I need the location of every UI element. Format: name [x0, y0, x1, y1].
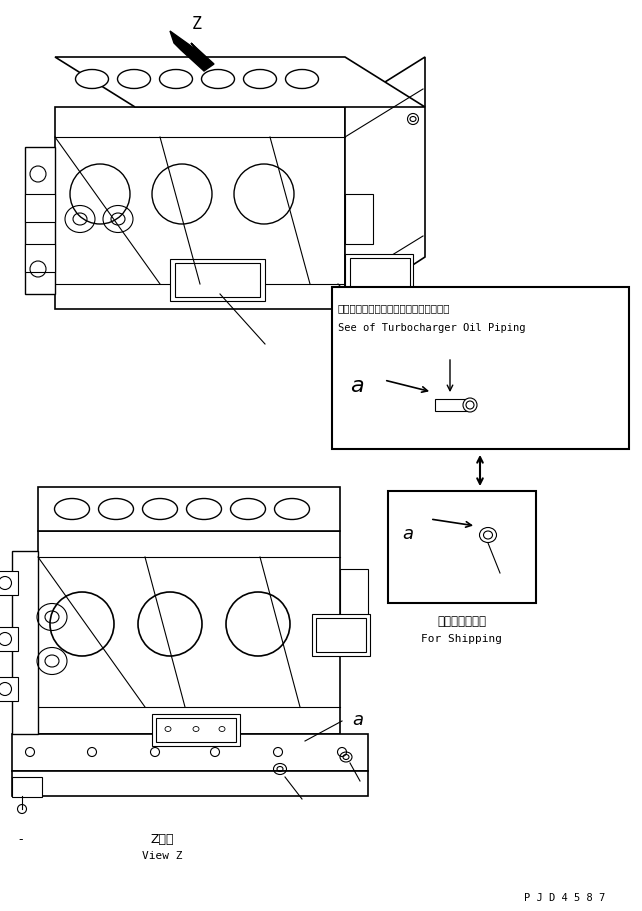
- Ellipse shape: [480, 527, 496, 543]
- Text: a: a: [352, 711, 363, 728]
- Ellipse shape: [234, 165, 294, 225]
- Bar: [12, 777, 42, 797]
- Ellipse shape: [55, 499, 89, 520]
- Bar: [12, 771, 368, 796]
- Bar: [0, 628, 18, 651]
- Text: P J D 4 5 8 7: P J D 4 5 8 7: [525, 892, 605, 902]
- Bar: [316, 619, 366, 652]
- Ellipse shape: [275, 499, 309, 520]
- Bar: [152, 714, 240, 746]
- Text: See of Turbocharger Oil Piping: See of Turbocharger Oil Piping: [338, 322, 526, 333]
- Polygon shape: [12, 551, 38, 734]
- Text: 連　携　部　品: 連 携 部 品: [437, 615, 487, 628]
- Polygon shape: [170, 32, 214, 72]
- Ellipse shape: [226, 592, 290, 656]
- Bar: [0, 677, 18, 701]
- Text: View Z: View Z: [142, 850, 182, 860]
- Polygon shape: [55, 107, 345, 310]
- Polygon shape: [345, 58, 425, 310]
- Text: -: -: [18, 833, 22, 845]
- Ellipse shape: [117, 70, 150, 89]
- Polygon shape: [38, 487, 340, 531]
- Ellipse shape: [466, 402, 474, 410]
- Bar: [340, 569, 368, 619]
- Text: ターボチャージャオイルパイピング参照: ターボチャージャオイルパイピング参照: [338, 302, 451, 312]
- Bar: [435, 400, 467, 412]
- Text: For Shipping: For Shipping: [422, 633, 503, 643]
- Polygon shape: [25, 148, 55, 294]
- Bar: [175, 263, 260, 298]
- Bar: [25, 245, 55, 272]
- Bar: [0, 571, 18, 596]
- Bar: [312, 614, 370, 656]
- Ellipse shape: [70, 165, 130, 225]
- Ellipse shape: [483, 531, 492, 539]
- Polygon shape: [12, 734, 368, 771]
- Text: a: a: [350, 375, 363, 395]
- Ellipse shape: [186, 499, 221, 520]
- Bar: [25, 195, 55, 223]
- Text: Z: Z: [192, 15, 202, 33]
- Polygon shape: [55, 58, 425, 107]
- Bar: [345, 195, 373, 245]
- Bar: [332, 288, 629, 449]
- Ellipse shape: [76, 70, 108, 89]
- Bar: [156, 718, 236, 742]
- Ellipse shape: [202, 70, 234, 89]
- Ellipse shape: [152, 165, 212, 225]
- Ellipse shape: [463, 398, 477, 413]
- Bar: [170, 260, 265, 302]
- Ellipse shape: [138, 592, 202, 656]
- Ellipse shape: [286, 70, 318, 89]
- Bar: [388, 491, 536, 603]
- Ellipse shape: [230, 499, 266, 520]
- Bar: [345, 255, 413, 292]
- Ellipse shape: [243, 70, 277, 89]
- Ellipse shape: [50, 592, 114, 656]
- Ellipse shape: [98, 499, 134, 520]
- Text: a: a: [402, 525, 413, 542]
- Ellipse shape: [159, 70, 193, 89]
- Polygon shape: [38, 531, 340, 734]
- Bar: [350, 259, 410, 289]
- Ellipse shape: [143, 499, 177, 520]
- Text: Z　視: Z 視: [150, 833, 174, 845]
